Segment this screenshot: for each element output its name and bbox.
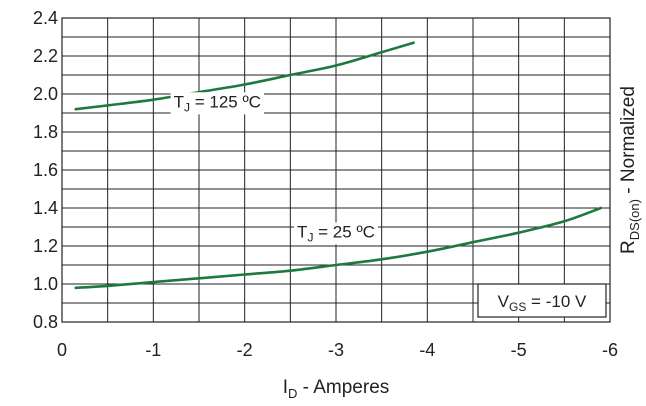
x-tick-label: -2 <box>237 340 253 360</box>
plot-frame <box>61 17 611 323</box>
y-tick-label: 1.4 <box>33 198 58 218</box>
series-label-0: TJ = 125 ºC <box>174 92 261 114</box>
vgs-annotation-text: VGS = -10 V <box>498 292 587 314</box>
y-tick-label: 1.2 <box>33 236 58 256</box>
y-tick-label: 1.0 <box>33 274 58 294</box>
curves <box>74 41 603 290</box>
x-tick-label: 0 <box>57 340 67 360</box>
x-tick-label: -5 <box>511 340 527 360</box>
series-line-0 <box>74 41 415 111</box>
y-tick-label: 1.6 <box>33 160 58 180</box>
x-tick-label: -3 <box>328 340 344 360</box>
grid <box>62 18 610 322</box>
vgs-annotation: VGS = -10 V <box>477 283 607 318</box>
y-tick-label: 2.4 <box>33 8 58 28</box>
y-tick-label: 1.8 <box>33 122 58 142</box>
x-tick-label: -1 <box>145 340 161 360</box>
x-tick-label: -4 <box>419 340 435 360</box>
y-tick-label: 0.8 <box>33 312 58 332</box>
series-labels: TJ = 125 ºC TJ = 25 ºC <box>170 92 378 245</box>
tick-labels: 0 -1 -2 -3 -4 -5 -6 0.8 1.0 1.2 1.4 1.6 1.8 2.0 2.2 2.4 <box>33 8 618 360</box>
series-label-1: TJ = 25 ºC <box>297 222 375 244</box>
vgs-annotation-box <box>477 283 607 318</box>
series-line-1 <box>74 206 603 290</box>
series-label-background <box>170 92 264 115</box>
x-axis-label: ID - Amperes <box>283 377 390 401</box>
series-label-background <box>294 222 378 245</box>
y-axis-label: RDS(on) - Normalized <box>618 86 642 254</box>
x-tick-label: -6 <box>602 340 618 360</box>
y-tick-label: 2.2 <box>33 46 58 66</box>
y-tick-label: 2.0 <box>33 84 58 104</box>
